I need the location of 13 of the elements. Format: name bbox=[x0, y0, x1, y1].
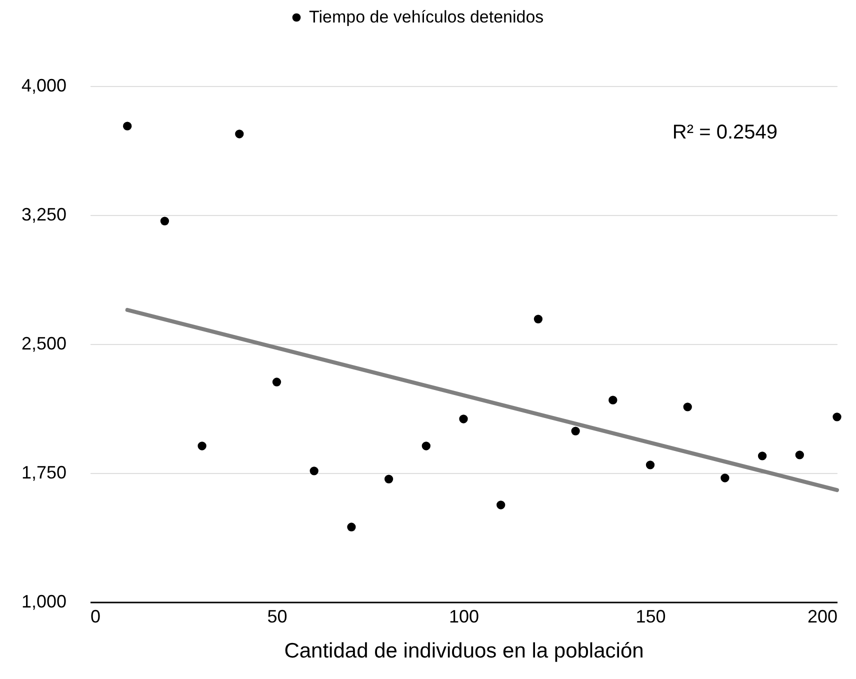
y-tick-label: 3,250 bbox=[21, 204, 66, 224]
y-tick-label: 2,500 bbox=[21, 334, 66, 354]
x-tick-label: 200 bbox=[807, 606, 838, 626]
x-tick-label: 50 bbox=[267, 606, 288, 626]
x-tick-label: 100 bbox=[448, 606, 480, 626]
y-tick-label: 1,750 bbox=[21, 462, 66, 482]
annotation: R² = 0.2549 bbox=[672, 121, 778, 144]
y-tick-label: 4,000 bbox=[21, 76, 66, 96]
legend-label: Tiempo de vehículos detenidos bbox=[309, 8, 544, 26]
y-tick-label: 1,000 bbox=[21, 592, 66, 612]
x-axis-title: Cantidad de individuos en la población bbox=[284, 640, 644, 662]
x-tick-label: 0 bbox=[90, 606, 101, 626]
x-tick-label: 150 bbox=[636, 606, 666, 626]
